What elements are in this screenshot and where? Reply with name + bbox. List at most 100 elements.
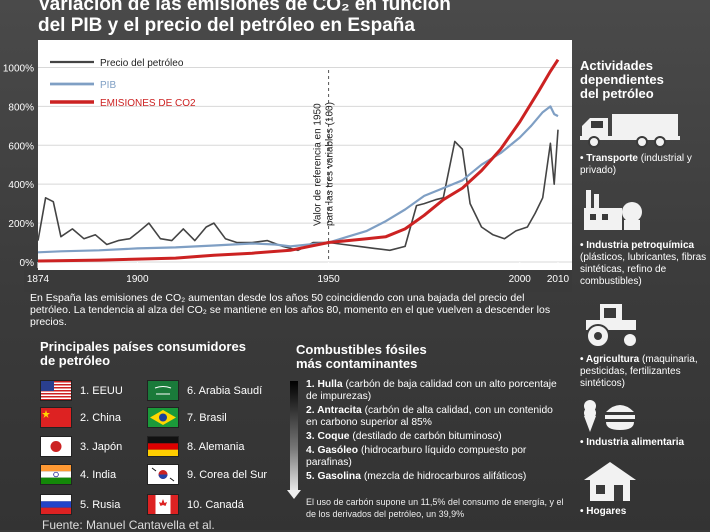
truck-icon xyxy=(580,114,680,148)
india-flag-icon xyxy=(40,464,72,485)
japan-flag-icon xyxy=(40,436,72,457)
contamination-gradient-bar xyxy=(290,381,298,493)
activity-agriculture: • Agricultura (maquinaria, pesticidas, f… xyxy=(580,354,708,390)
house-icon xyxy=(584,462,636,501)
activity-transport: • Transporte (industrial y privado) xyxy=(580,153,708,177)
fuel-name: 5. Gasolina xyxy=(306,471,361,482)
y-tick-label: 0% xyxy=(20,258,35,269)
activity-desc: (maquinaria, pesticidas, fertilizantes s… xyxy=(580,354,698,389)
fuel-item: 2. Antracita (carbón de alta calidad, co… xyxy=(306,405,561,429)
country-south-korea: 9. Corea del Sur xyxy=(147,464,267,485)
x-tick-label: 1874 xyxy=(27,274,50,285)
brazil-flag-icon xyxy=(147,407,179,428)
fuel-desc: (hidrocarburo líquido compuesto por para… xyxy=(306,445,527,468)
series-line-2 xyxy=(37,58,560,263)
country-canada: 10. Canadá xyxy=(147,494,244,515)
fuel-name: 3. Coque xyxy=(306,431,350,442)
activity-petrochemical: • Industria petroquímica (plásticos, lub… xyxy=(580,240,708,288)
activity-households: • Hogares xyxy=(580,506,708,518)
fuel-item: 3. Coque (destilado de carbón bituminoso… xyxy=(306,431,561,443)
country-label: 10. Canadá xyxy=(187,498,244,511)
activity-desc: (industrial y privado) xyxy=(580,153,692,176)
reference-label-line-1: Valor de referencia en 1950 xyxy=(313,103,324,226)
title-line-1: Variación de las emisiones de CO₂ en fun… xyxy=(38,0,451,15)
country-label: 3. Japón xyxy=(80,440,123,453)
legend-label: EMISIONES DE CO2 xyxy=(100,98,196,109)
china-flag-icon xyxy=(40,407,72,428)
activity-name: • Transporte xyxy=(580,153,638,164)
source-credit: Fuente: Manuel Cantavella et al. xyxy=(42,518,215,532)
plot-area xyxy=(38,40,572,280)
germany-flag-icon xyxy=(147,436,179,457)
fuel-name: 4. Gasóleo xyxy=(306,445,359,456)
activities-title: Actividades dependientes del petróleo xyxy=(580,59,664,101)
fuel-desc: (destilado de carbón bituminoso) xyxy=(349,431,502,442)
y-tick-label: 200% xyxy=(8,219,34,230)
russia-flag-icon xyxy=(40,494,72,515)
country-usa: 1. EEUU xyxy=(40,380,123,401)
saudi-arabia-flag-icon xyxy=(147,380,179,401)
fuel-item: 4. Gasóleo (hidrocarburo líquido compues… xyxy=(306,445,561,469)
food-icon xyxy=(584,400,635,432)
fuels-title-line-1: Combustibles fósiles xyxy=(296,342,427,357)
activities-title-line-1: Actividades xyxy=(580,58,653,73)
y-tick-label: 800% xyxy=(8,102,34,113)
legend-label: Precio del petróleo xyxy=(100,58,184,69)
activities-title-line-2: dependientes xyxy=(580,72,664,87)
country-brazil: 7. Brasil xyxy=(147,407,227,428)
usa-flag-icon xyxy=(40,380,72,401)
series-line-1 xyxy=(37,105,559,254)
arrow-down-icon xyxy=(287,490,301,499)
fuels-note: El uso de carbón supone un 11,5% del con… xyxy=(306,497,564,519)
activity-name: • Agricultura xyxy=(580,354,640,365)
chart-svg: 0% 200% 400% 600% 800% 1000% 1874 1900 1950 2000… xyxy=(3,40,574,292)
country-india: 4. India xyxy=(40,464,116,485)
x-tick-label: 1950 xyxy=(317,274,340,285)
country-label: 4. India xyxy=(80,468,117,481)
activity-name: • Industria alimentaria xyxy=(580,437,685,448)
factory-icon xyxy=(584,190,642,230)
fuels-title-line-2: más contaminantes xyxy=(296,356,418,371)
fuel-desc: (carbón de baja calidad con un alto porc… xyxy=(306,379,557,402)
country-label: 8. Alemania xyxy=(187,440,245,453)
activity-name: • Industria petroquímica xyxy=(580,240,695,251)
south-korea-flag-icon xyxy=(147,464,179,485)
activities-title-line-3: del petróleo xyxy=(580,86,654,101)
activity-name: • Hogares xyxy=(580,506,627,517)
chart-description: En España las emisiones de CO₂ aumentan … xyxy=(30,292,551,328)
country-label: 5. Rusia xyxy=(80,498,121,511)
activity-desc: (plásticos, lubricantes, fibras sintétic… xyxy=(580,252,707,287)
country-japan: 3. Japón xyxy=(40,436,122,457)
fuel-name: 2. Antracita xyxy=(306,405,362,416)
y-tick-label: 1000% xyxy=(3,63,34,74)
country-saudi-arabia: 6. Arabia Saudí xyxy=(147,380,262,401)
x-tick-label: 2000 xyxy=(509,274,532,285)
reference-label-line-2: para las tres variables (100) xyxy=(325,102,336,226)
canada-flag-icon xyxy=(147,494,179,515)
fuels-list: 1. Hulla (carbón de baja calidad con un … xyxy=(306,379,561,485)
x-tick-label: 2010 xyxy=(547,274,570,285)
fuel-name: 1. Hulla xyxy=(306,379,343,390)
country-china: 2. China xyxy=(40,407,121,428)
fuel-item: 5. Gasolina (mezcla de hidrocarburos ali… xyxy=(306,471,561,483)
country-russia: 5. Rusia xyxy=(40,494,120,515)
country-germany: 8. Alemania xyxy=(147,436,244,457)
fuel-desc: (mezcla de hidrocarburos alifáticos) xyxy=(360,471,527,482)
line-chart: 0% 200% 400% 600% 800% 1000% 1874 1900 1950 2000… xyxy=(0,40,574,292)
page-title: Variación de las emisiones de CO₂ en fun… xyxy=(38,0,451,36)
country-label: 9. Corea del Sur xyxy=(187,468,268,481)
fuel-desc: (carbón de alta calidad, con un contenid… xyxy=(306,405,553,428)
fuels-title: Combustibles fósiles más contaminantes xyxy=(296,343,427,371)
title-line-2: del PIB y el precio del petróleo en Espa… xyxy=(38,15,415,36)
tractor-icon xyxy=(586,304,638,348)
consumers-title-line-2: de petróleo xyxy=(40,353,111,368)
country-label: 2. China xyxy=(80,411,121,424)
y-tick-label: 400% xyxy=(8,180,34,191)
x-axis-band xyxy=(24,270,574,292)
consumers-title-line-1: Principales países consumidores xyxy=(40,339,246,354)
consumers-title: Principales países consumidores de petró… xyxy=(40,340,246,368)
country-label: 1. EEUU xyxy=(80,384,123,397)
country-label: 6. Arabia Saudí xyxy=(187,384,263,397)
legend-label: PIB xyxy=(100,80,116,91)
country-label: 7. Brasil xyxy=(187,411,227,424)
